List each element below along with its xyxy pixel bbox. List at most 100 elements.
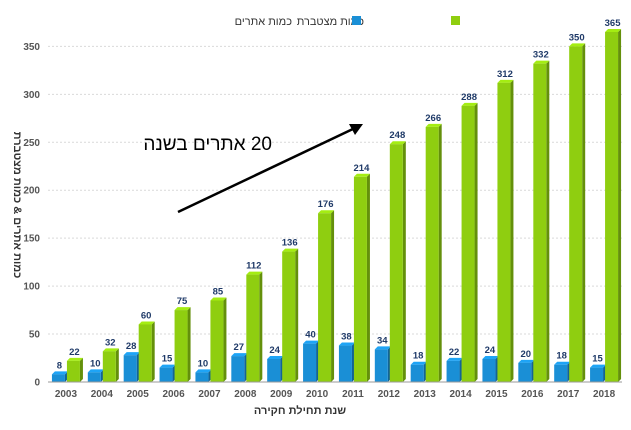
bar-front	[282, 251, 296, 382]
bar-cumulative-2014	[461, 102, 478, 382]
bar-sites-2013	[410, 361, 427, 382]
bar-cumulative-2010	[318, 210, 335, 382]
bar-sites-2017	[554, 361, 571, 382]
bar-sites-2006	[159, 364, 176, 382]
x-tick-label: 2012	[378, 389, 401, 400]
x-tick-label: 2015	[485, 389, 508, 400]
bar-cumulative-2005	[138, 321, 155, 382]
bar-side	[259, 271, 263, 382]
bar-top	[123, 352, 140, 356]
annotation-text: 20 אתרים בשנה	[143, 134, 272, 155]
bar-top	[605, 29, 622, 32]
bar-cumulative-2006	[174, 307, 191, 382]
x-tick-label: 2014	[449, 389, 472, 400]
x-tick-label: 2017	[557, 389, 580, 400]
data-label: 22	[69, 347, 80, 358]
x-axis-title: שנת תחילת חקירה	[254, 404, 346, 417]
y-tick-label: 200	[23, 186, 40, 197]
bar-front	[318, 213, 332, 382]
data-label: 312	[497, 69, 513, 80]
bar-front	[267, 358, 281, 382]
bar-front	[605, 32, 619, 382]
y-tick-label: 100	[23, 282, 40, 293]
bar-top	[87, 369, 104, 373]
bar-side	[115, 348, 119, 382]
bar-top	[102, 348, 119, 352]
bar-sites-2016	[518, 359, 535, 382]
data-label: 20	[521, 349, 532, 360]
bar-sites-2005	[123, 352, 140, 382]
bar-top	[554, 361, 571, 365]
bars-layer	[51, 29, 622, 383]
bar-front	[482, 358, 496, 382]
data-label: 214	[354, 163, 371, 174]
legend-label-sites: כמות אתרים	[235, 16, 293, 28]
bar-cumulative-2007	[210, 297, 227, 382]
x-tick-label: 2004	[91, 389, 114, 400]
bar-front	[159, 367, 173, 382]
y-ticks: 0 50 100 150 200 250 300 350	[23, 42, 40, 389]
data-label: 40	[305, 330, 316, 341]
bar-sites-2009	[267, 355, 284, 382]
bar-cumulative-2008	[246, 271, 263, 382]
bar-cumulative-2003	[66, 357, 83, 382]
bar-top	[374, 346, 391, 350]
bar-top	[482, 355, 499, 359]
bar-sites-2015	[482, 355, 499, 382]
bar-cumulative-2012	[389, 141, 406, 382]
data-label: 332	[533, 50, 549, 61]
bar-side	[366, 173, 370, 382]
bar-side	[187, 307, 191, 382]
bar-cumulative-2018	[605, 29, 622, 382]
x-tick-label: 2009	[270, 389, 293, 400]
legend-label-cumulative: כמות מצטברת	[297, 16, 365, 28]
bar-top	[410, 361, 427, 365]
bar-front	[446, 360, 460, 382]
y-tick-label: 300	[23, 90, 40, 101]
bar-top	[66, 357, 83, 361]
bar-front	[374, 349, 388, 382]
bar-front	[138, 324, 152, 382]
y-tick-label: 150	[23, 234, 40, 245]
bar-front	[338, 345, 352, 382]
bar-sites-2004	[87, 369, 104, 382]
bar-sites-2008	[231, 353, 248, 382]
x-tick-label: 2005	[127, 389, 150, 400]
bar-top	[159, 364, 176, 368]
data-label: 288	[461, 92, 477, 103]
data-label: 60	[141, 310, 152, 321]
x-tick-label: 2008	[234, 389, 257, 400]
bar-front	[210, 300, 224, 382]
bar-sites-2003	[51, 371, 68, 382]
bar-front	[246, 274, 260, 382]
bar-side	[474, 102, 478, 382]
bar-front	[533, 63, 547, 383]
bar-top	[497, 79, 514, 83]
bar-front	[554, 364, 568, 382]
bar-top	[461, 102, 478, 106]
bar-top	[303, 340, 320, 344]
bar-front	[410, 364, 424, 382]
bar-front	[231, 356, 245, 382]
bar-front	[425, 126, 439, 382]
bar-top	[338, 342, 355, 346]
bar-sites-2010	[303, 340, 320, 382]
bar-top	[267, 355, 284, 359]
data-label: 176	[318, 199, 334, 210]
y-tick-label: 50	[29, 330, 41, 341]
bar-side	[402, 141, 406, 382]
bar-top	[518, 359, 535, 363]
data-label: 136	[282, 238, 298, 249]
x-tick-label: 2010	[306, 389, 329, 400]
bar-side	[295, 248, 299, 382]
bar-sites-2018	[590, 364, 607, 382]
x-tick-label: 2011	[342, 389, 364, 400]
y-tick-label: 350	[23, 42, 40, 53]
data-label: 15	[592, 354, 603, 365]
bar-front	[461, 105, 475, 382]
data-label: 32	[105, 337, 116, 348]
bar-top	[195, 369, 212, 373]
bar-cumulative-2013	[425, 123, 442, 382]
bar-front	[590, 367, 604, 382]
data-label: 10	[198, 358, 209, 369]
